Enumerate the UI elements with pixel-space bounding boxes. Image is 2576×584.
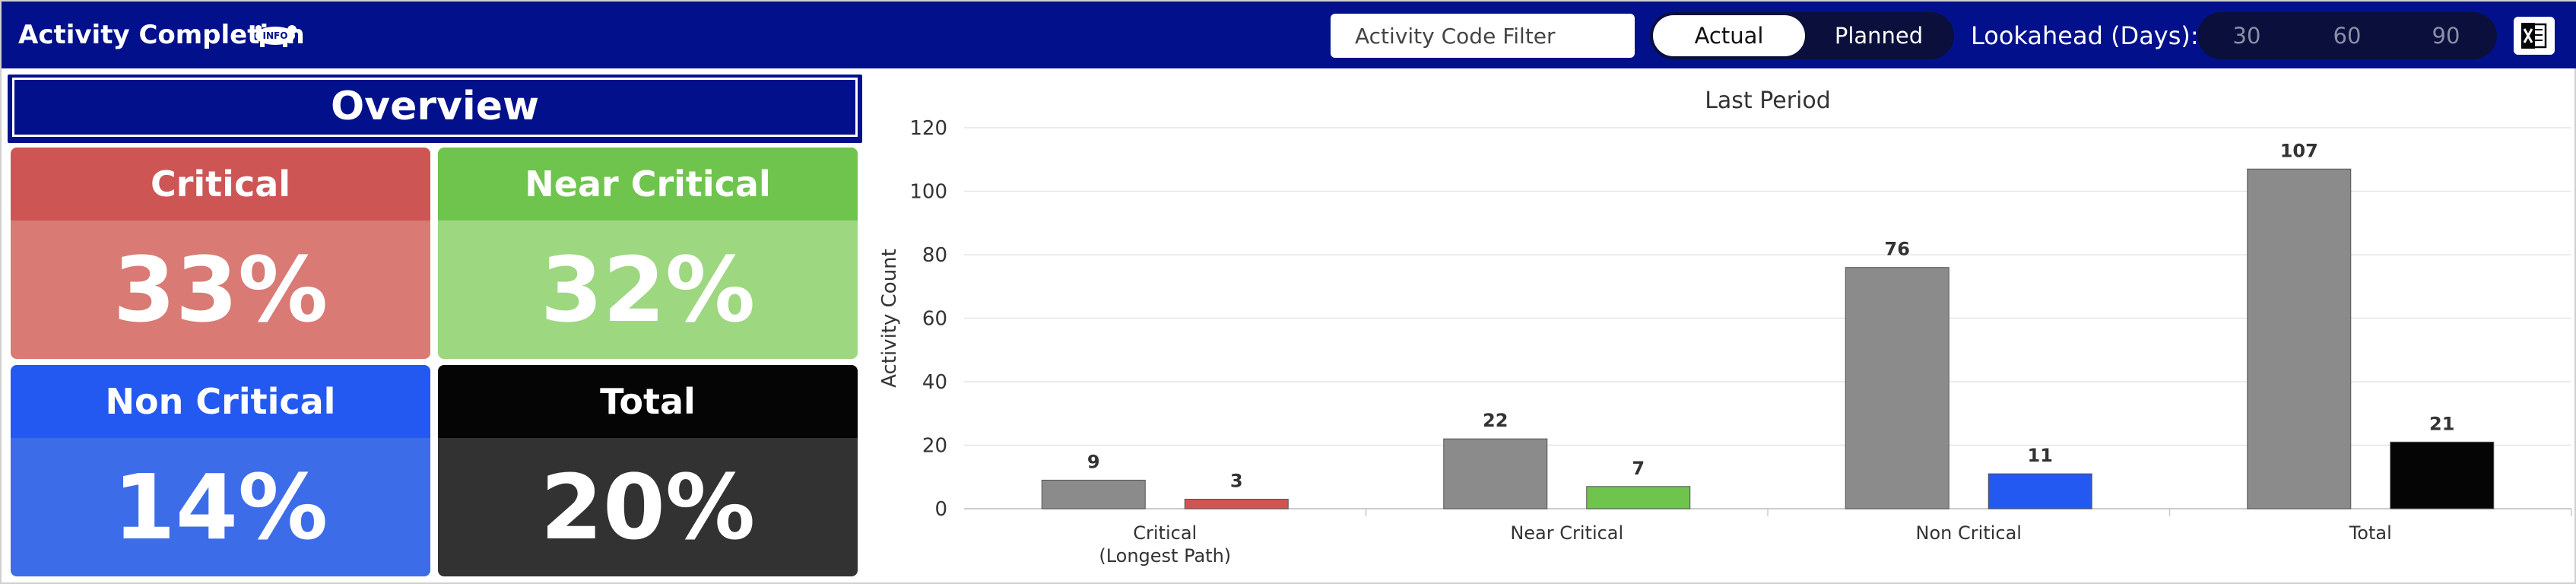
non-critical-card-value: 14%	[11, 438, 430, 576]
total-card-label: Total	[438, 365, 858, 438]
bar	[1845, 267, 1949, 509]
x-category-label: (Longest Path)	[1099, 545, 1231, 567]
y-tick-label: 80	[922, 244, 947, 267]
header-bar: Activity Completion INFO Actual Planned …	[2, 2, 2576, 68]
activity-code-filter-input[interactable]	[1331, 14, 1635, 58]
bar-value-label: 76	[1885, 239, 1910, 260]
non-critical-card: Non Critical 14%	[11, 365, 430, 576]
x-category-label: Total	[2349, 522, 2392, 544]
overview-title: Overview	[9, 75, 861, 140]
mode-toggle: Actual Planned	[1650, 12, 1954, 59]
toggle-planned[interactable]: Planned	[1834, 23, 1924, 49]
non-critical-card-label: Non Critical	[11, 365, 430, 438]
bar	[2390, 441, 2495, 509]
near-critical-card: Near Critical 32%	[438, 148, 858, 359]
bar-value-label: 107	[2280, 140, 2318, 161]
critical-card: Critical 33%	[11, 148, 430, 359]
y-tick-label: 100	[909, 181, 947, 204]
lookahead-30-button[interactable]: 30	[2232, 23, 2261, 49]
lookahead-90-button[interactable]: 90	[2432, 23, 2460, 49]
y-tick-label: 0	[934, 498, 947, 521]
lookahead-60-button[interactable]: 60	[2333, 23, 2362, 49]
critical-card-value: 33%	[11, 221, 430, 359]
bar	[1988, 473, 2092, 509]
bar	[1443, 438, 1548, 509]
bar-value-label: 9	[1087, 451, 1100, 472]
x-category-label: Critical	[1133, 522, 1197, 544]
bar	[1041, 479, 1146, 509]
bar	[1586, 486, 1691, 509]
chart-title: Last Period	[1705, 87, 1831, 114]
x-category-label: Non Critical	[1916, 522, 2022, 544]
y-tick-label: 60	[922, 308, 947, 331]
total-card-value: 20%	[438, 438, 858, 576]
bar	[1184, 498, 1289, 509]
bar-value-label: 22	[1483, 410, 1508, 431]
bar-value-label: 7	[1632, 458, 1645, 479]
hippo-info-icon[interactable]: INFO	[252, 22, 300, 48]
lookahead-selector: 30 60 90	[2197, 12, 2497, 59]
critical-card-label: Critical	[11, 148, 430, 221]
bar-value-label: 11	[2028, 445, 2053, 466]
y-axis-label: Activity Count	[878, 249, 901, 388]
x-category-label: Near Critical	[1510, 522, 1623, 544]
near-critical-card-label: Near Critical	[438, 148, 858, 221]
bar-value-label: 3	[1230, 470, 1243, 491]
near-critical-card-value: 32%	[438, 221, 858, 359]
lookahead-label: Lookahead (Days):	[1971, 21, 2199, 50]
excel-icon[interactable]	[2514, 17, 2555, 55]
toggle-actual[interactable]: Actual	[1653, 15, 1805, 56]
info-badge-text: INFO	[263, 30, 288, 41]
y-tick-label: 40	[922, 371, 947, 394]
bar-value-label: 21	[2429, 413, 2454, 434]
last-period-bar-chart: Last Period Activity Count 0 20 40 60 80 100 120…	[878, 87, 2572, 567]
total-card: Total 20%	[438, 365, 858, 576]
y-tick-label: 20	[922, 435, 947, 458]
y-tick-label: 120	[909, 117, 947, 140]
bar	[2247, 168, 2352, 509]
